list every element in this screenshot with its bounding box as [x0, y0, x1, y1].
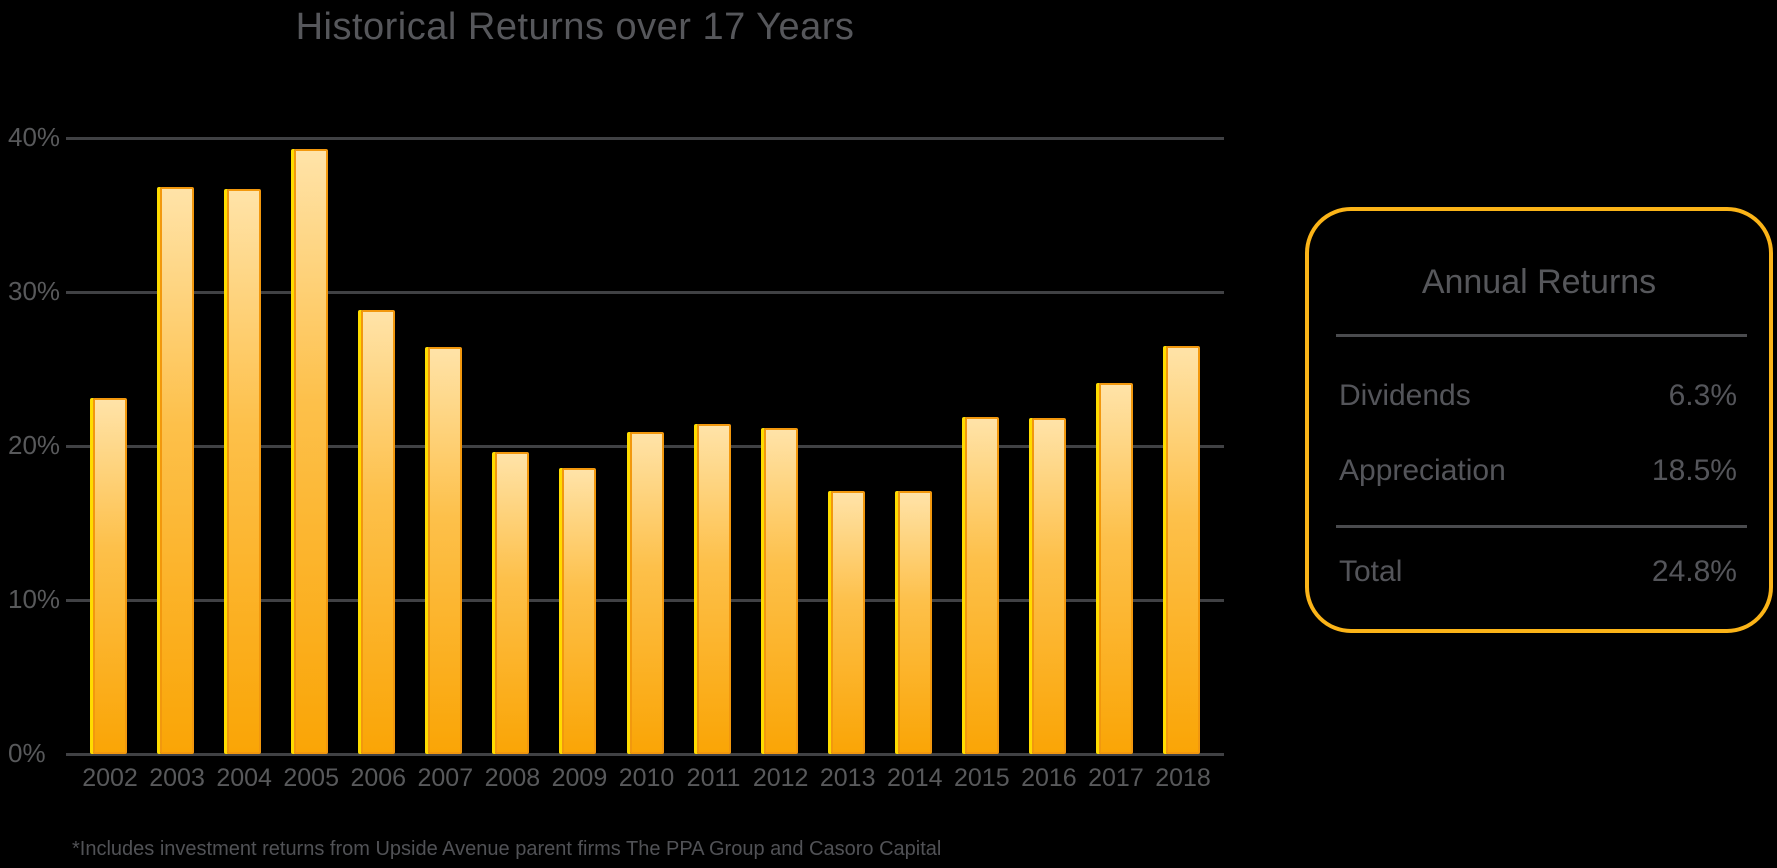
total-value: 24.8%: [1651, 555, 1737, 588]
total-label: Total: [1339, 555, 1403, 588]
x-axis-label-2017: 2017: [1088, 764, 1144, 792]
bar-2010: [629, 432, 664, 754]
bar-2012: [763, 428, 798, 754]
x-axis-label-2015: 2015: [954, 764, 1010, 792]
x-axis-label-2018: 2018: [1155, 764, 1211, 792]
bar-2006: [361, 310, 396, 754]
x-axis-label-2013: 2013: [819, 764, 876, 792]
bar-2003: [160, 187, 195, 754]
y-axis-tick-20%: 20%: [8, 430, 61, 460]
appreciation-value: 18.5%: [1651, 454, 1737, 487]
x-axis-label-2014: 2014: [886, 764, 943, 792]
bar-2017: [1098, 383, 1133, 754]
x-axis-label-2010: 2010: [618, 764, 675, 792]
legend-row-appreciation: Appreciation 18.5%: [1339, 453, 1737, 489]
legend-divider-top: [1336, 334, 1747, 337]
x-axis-label-2002: 2002: [82, 764, 138, 792]
annual-returns-panel: Annual Returns Dividends 6.3% Appreciati…: [1305, 207, 1773, 633]
appreciation-label: Appreciation: [1339, 454, 1506, 487]
x-axis-label-2012: 2012: [752, 764, 809, 792]
chart-title: Historical Returns over 17 Years: [295, 6, 855, 48]
x-axis-label-2011: 2011: [686, 764, 741, 792]
bar-2004: [227, 189, 262, 754]
legend-panel-title: Annual Returns: [1421, 263, 1657, 301]
x-axis-label-2005: 2005: [283, 764, 339, 792]
gridline-30%: [66, 291, 1224, 294]
y-axis-tick-40%: 40%: [8, 122, 61, 152]
x-axis-label-2004: 2004: [216, 764, 272, 792]
x-axis-label-2008: 2008: [484, 764, 541, 792]
bar-2013: [830, 491, 865, 754]
bar-2002: [93, 398, 127, 754]
bar-2005: [294, 149, 329, 754]
bar-2008: [495, 452, 530, 754]
x-axis-label-2007: 2007: [417, 764, 474, 792]
x-axis-label-2003: 2003: [149, 764, 205, 792]
x-axis-label-2016: 2016: [1021, 764, 1077, 792]
legend-row-total: Total 24.8%: [1339, 554, 1737, 590]
bar-2014: [897, 491, 932, 754]
dividends-label: Dividends: [1339, 379, 1471, 412]
x-axis-label-2009: 2009: [551, 764, 608, 792]
dividends-value: 6.3%: [1668, 379, 1737, 412]
y-axis-tick-30%: 30%: [8, 276, 61, 306]
bar-2016: [1031, 418, 1066, 754]
gridline-0%: [66, 753, 1224, 756]
bar-2007: [428, 347, 463, 754]
legend-divider-bottom: [1336, 525, 1747, 528]
y-axis-tick-0%: 0%: [8, 738, 46, 768]
bar-2015: [964, 417, 999, 754]
x-axis-label-2006: 2006: [350, 764, 407, 792]
gridline-40%: [66, 137, 1224, 140]
bar-2018: [1166, 346, 1200, 754]
bar-2009: [562, 468, 597, 754]
legend-row-dividends: Dividends 6.3%: [1339, 378, 1737, 414]
bar-2011: [696, 424, 731, 754]
y-axis-tick-10%: 10%: [8, 584, 61, 614]
chart-footnote: *Includes investment returns from Upside…: [72, 838, 942, 860]
